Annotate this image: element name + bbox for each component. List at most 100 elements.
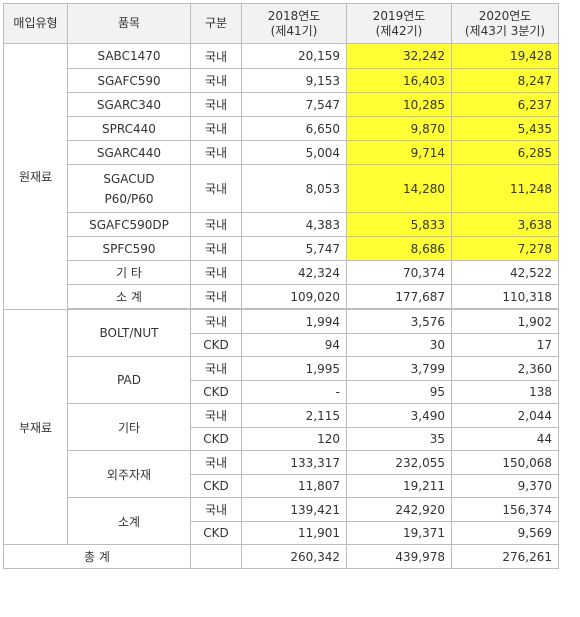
value-2019: 95 [346, 380, 452, 404]
value-2019: 14,280 [346, 164, 452, 213]
value-2019: 5,833 [346, 212, 452, 237]
purchase-type-raw: 원재료 [3, 43, 68, 310]
value-2019: 242,920 [346, 497, 452, 522]
item-cell: 소계 [67, 497, 191, 545]
value-2018: 11,901 [241, 521, 347, 545]
header-2020: 2020연도 (제43기 3분기) [451, 3, 559, 44]
item-cell: SGAFC590 [67, 68, 191, 93]
value-2018: 6,650 [241, 116, 347, 141]
table-row: 부재료 BOLT/NUT 국내 1,994 3,576 1,902 [3, 309, 559, 545]
value-2018: 9,153 [241, 68, 347, 93]
value-2019: 9,870 [346, 116, 452, 141]
table-row: SGACUD P60/P60 국내 8,053 14,280 11,248 [4, 164, 559, 213]
division-cell: 국내 [190, 450, 242, 475]
value-2019: 10,285 [346, 92, 452, 117]
header-2018-year: 2018연도 [267, 8, 321, 23]
header-2019-year: 2019연도 [372, 8, 426, 23]
header-2018: 2018연도 (제41기) [241, 3, 347, 44]
total-label: 총 계 [3, 544, 191, 569]
item-cell: SPFC590 [67, 236, 191, 261]
value-2019: 70,374 [346, 260, 452, 285]
value-2019: 35 [346, 427, 452, 451]
value-2018: 7,547 [241, 92, 347, 117]
value-2019: 30 [346, 333, 452, 357]
division-cell: 국내 [190, 43, 242, 69]
value-2020: 156,374 [451, 497, 559, 522]
value-2018: 1,994 [241, 309, 347, 334]
division-cell: CKD [190, 474, 242, 498]
division-cell: 국내 [190, 497, 242, 522]
value-2019: 3,799 [346, 356, 452, 381]
purchase-table-container: 매입유형 품목 구분 2018연도 (제41기) 2019연도 (제42기) 202… [3, 3, 559, 569]
value-2018: 11,807 [241, 474, 347, 498]
header-item: 품목 [67, 3, 191, 44]
total-2020: 276,261 [451, 544, 559, 569]
table-row: SGAFC590 국내 9,153 16,403 8,247 [4, 68, 559, 93]
division-cell: CKD [190, 333, 242, 357]
item-cell: SPRC440 [67, 116, 191, 141]
value-2018: 8,053 [241, 164, 347, 213]
header-2018-term: (제41기) [270, 23, 318, 38]
table-row: 원재료 SABC1470 국내 20,159 32,242 19,428 [3, 43, 559, 310]
division-cell: 국내 [190, 140, 242, 165]
purchase-type-sub: 부재료 [3, 309, 68, 545]
value-2020: 150,068 [451, 450, 559, 475]
value-2019: 3,576 [346, 309, 452, 334]
value-2018: 2,115 [241, 403, 347, 428]
item-cell: SABC1470 [67, 43, 191, 69]
item-cell: 기 타 [67, 260, 191, 285]
value-2019: 16,403 [346, 68, 452, 93]
table-row: 소계 국내 139,421 242,920 156,374 [4, 497, 559, 545]
table-row: CKD - 95 138 [4, 380, 559, 404]
value-2019: 19,211 [346, 474, 452, 498]
header-row: 매입유형 품목 구분 2018연도 (제41기) 2019연도 (제42기) 202… [3, 3, 559, 44]
division-cell: CKD [190, 427, 242, 451]
division-cell: 국내 [190, 284, 242, 309]
value-2018: 5,747 [241, 236, 347, 261]
value-2018: 20,159 [241, 43, 347, 69]
table-row: SGARC340 국내 7,547 10,285 6,237 [4, 92, 559, 117]
header-2019: 2019연도 (제42기) [346, 3, 452, 44]
header-2019-term: (제42기) [375, 23, 423, 38]
value-2020: 2,360 [451, 356, 559, 381]
value-2018: 94 [241, 333, 347, 357]
value-2020: 138 [451, 380, 559, 404]
value-2020: 11,248 [451, 164, 559, 213]
division-cell: 국내 [190, 68, 242, 93]
purchase-table: 매입유형 품목 구분 2018연도 (제41기) 2019연도 (제42기) 202… [3, 3, 559, 569]
header-purchase-type: 매입유형 [3, 3, 68, 44]
table-row: PAD 국내 1,995 3,799 2,360 [4, 356, 559, 404]
header-2020-year: 2020연도 [478, 8, 532, 23]
header-division: 구분 [190, 3, 242, 44]
value-2018: 42,324 [241, 260, 347, 285]
value-2020: 17 [451, 333, 559, 357]
item-cell: BOLT/NUT [67, 309, 191, 357]
total-2018: 260,342 [241, 544, 347, 569]
table-row: 외주자재 국내 133,317 232,055 150,068 [4, 450, 559, 498]
value-2019: 8,686 [346, 236, 452, 261]
division-cell: 국내 [190, 212, 242, 237]
item-cell: SGACUD P60/P60 [67, 164, 191, 213]
value-2019: 19,371 [346, 521, 452, 545]
value-2020: 9,370 [451, 474, 559, 498]
value-2020: 2,044 [451, 403, 559, 428]
value-2020: 5,435 [451, 116, 559, 141]
total-2019: 439,978 [346, 544, 452, 569]
header-2020-term: (제43기 3분기) [464, 23, 546, 38]
item-cell: PAD [67, 356, 191, 404]
value-2018: 4,383 [241, 212, 347, 237]
division-cell: 국내 [190, 236, 242, 261]
value-2018: 133,317 [241, 450, 347, 475]
value-2019: 232,055 [346, 450, 452, 475]
division-cell: CKD [190, 521, 242, 545]
value-2020: 1,902 [451, 309, 559, 334]
table-row: 기타 국내 2,115 3,490 2,044 [4, 403, 559, 451]
value-2018: 139,421 [241, 497, 347, 522]
division-cell: 국내 [190, 92, 242, 117]
value-2018: - [241, 380, 347, 404]
value-2019: 177,687 [346, 284, 452, 309]
division-cell: 국내 [190, 403, 242, 428]
value-2020: 3,638 [451, 212, 559, 237]
value-2020: 6,237 [451, 92, 559, 117]
value-2018: 5,004 [241, 140, 347, 165]
